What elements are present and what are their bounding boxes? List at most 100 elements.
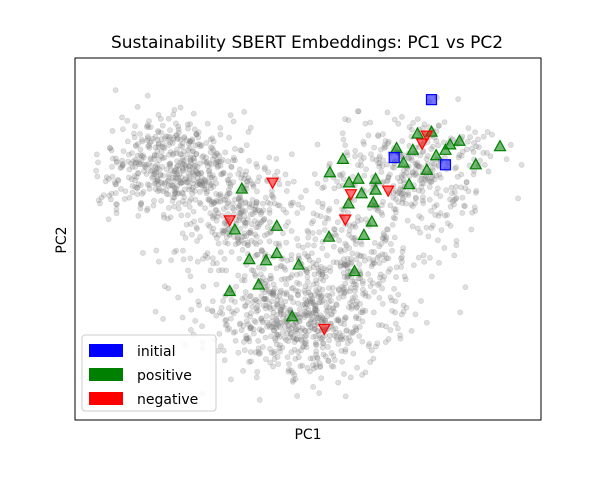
background-point <box>276 345 283 352</box>
background-point <box>256 264 262 271</box>
background-point <box>328 310 335 317</box>
background-point <box>299 301 306 308</box>
background-point <box>247 349 254 355</box>
background-point <box>423 319 430 326</box>
background-point <box>342 348 349 355</box>
background-point <box>419 197 426 204</box>
background-point <box>241 175 247 182</box>
background-point <box>359 307 366 314</box>
series-points <box>223 94 507 336</box>
background-point <box>352 301 359 308</box>
background-point <box>308 310 315 317</box>
background-point <box>174 171 181 178</box>
background-point <box>336 171 343 178</box>
background-point <box>283 289 290 296</box>
background-point <box>369 156 376 162</box>
background-point <box>173 185 180 192</box>
background-point <box>515 195 521 202</box>
background-point <box>320 297 327 304</box>
background-point <box>167 160 174 167</box>
background-point <box>381 144 388 151</box>
background-point <box>437 193 444 199</box>
background-point <box>358 309 364 316</box>
background-point <box>186 198 193 205</box>
background-point <box>301 314 308 320</box>
background-point <box>244 239 251 246</box>
background-point <box>296 306 303 313</box>
background-point <box>314 354 321 361</box>
background-point <box>386 171 393 178</box>
background-point <box>217 191 224 197</box>
background-point <box>388 297 395 304</box>
background-point <box>292 355 299 362</box>
background-point <box>188 196 194 202</box>
background-point <box>310 310 316 316</box>
background-point <box>209 135 216 142</box>
background-point <box>239 246 246 253</box>
background-point <box>429 222 436 229</box>
background-point <box>255 345 262 352</box>
background-point <box>241 233 247 240</box>
background-point <box>268 349 275 356</box>
background-point <box>384 226 391 233</box>
background-point <box>220 230 227 236</box>
background-point <box>172 189 179 196</box>
background-point <box>393 264 400 271</box>
background-point <box>387 266 393 272</box>
background-point <box>95 159 101 166</box>
background-point <box>154 161 160 168</box>
background-point <box>187 154 194 161</box>
background-point <box>259 248 265 254</box>
background-point <box>447 196 453 203</box>
background-point <box>145 143 151 150</box>
background-point <box>184 121 191 128</box>
background-point <box>168 167 174 173</box>
background-point <box>233 307 240 314</box>
background-point <box>320 315 326 322</box>
background-point <box>135 169 141 176</box>
background-point <box>390 214 397 221</box>
background-point <box>356 323 363 330</box>
background-point <box>287 294 294 301</box>
background-point <box>264 323 270 330</box>
background-point <box>246 157 252 164</box>
background-point <box>408 327 415 334</box>
background-point <box>278 306 285 313</box>
background-point <box>335 286 342 292</box>
background-point <box>113 206 120 213</box>
background-point <box>216 158 222 165</box>
background-point <box>418 175 425 182</box>
background-point <box>180 247 186 254</box>
background-point <box>384 178 390 185</box>
background-point <box>367 119 374 126</box>
background-point <box>198 142 205 149</box>
background-point <box>267 305 274 312</box>
background-point <box>186 204 193 210</box>
background-point <box>384 109 391 116</box>
background-point <box>114 201 120 208</box>
background-point <box>361 257 368 264</box>
background-point <box>211 153 218 159</box>
positive-point <box>223 284 237 297</box>
background-point <box>190 180 196 187</box>
background-point <box>158 179 164 186</box>
background-point <box>190 171 197 178</box>
background-point <box>313 342 320 348</box>
background-point <box>389 247 395 254</box>
background-point <box>310 365 317 372</box>
background-point <box>211 212 218 219</box>
initial-point <box>388 151 400 164</box>
background-point <box>399 172 405 179</box>
background-point <box>299 325 306 332</box>
background-point <box>244 335 251 342</box>
background-point <box>330 259 337 265</box>
background-point <box>340 293 347 300</box>
background-point <box>244 242 251 248</box>
background-point <box>151 151 158 158</box>
background-point <box>456 152 463 158</box>
background-point <box>219 310 226 317</box>
background-point <box>258 247 265 253</box>
background-point <box>199 323 205 330</box>
background-point <box>288 227 295 234</box>
background-point <box>171 203 178 210</box>
